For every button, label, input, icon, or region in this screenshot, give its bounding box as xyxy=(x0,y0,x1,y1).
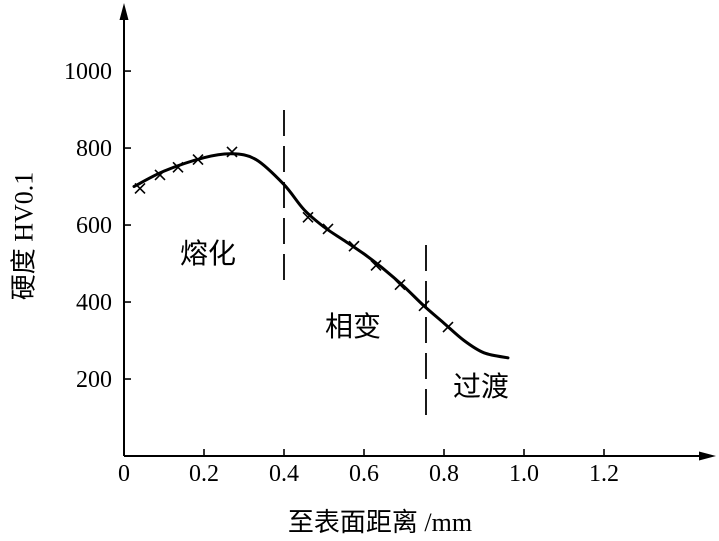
markers xyxy=(134,146,454,333)
y-axis-arrow xyxy=(119,3,129,20)
data-marker xyxy=(322,223,334,235)
y-axis-label: 硬度 HV0.1 xyxy=(10,172,39,301)
x-tick-label: 0.4 xyxy=(269,461,299,487)
x-tick-label: 0.6 xyxy=(349,461,379,487)
boundaries xyxy=(283,110,427,425)
region-label-transition: 过渡 xyxy=(453,371,509,403)
data-marker xyxy=(192,154,204,166)
x-axis-label: 至表面距离 /mm xyxy=(288,508,472,537)
y-tick-label: 600 xyxy=(76,213,112,239)
x-ticks: 0 0.2 0.4 0.6 0.8 1.0 1.2 xyxy=(118,449,619,487)
y-tick-label: 200 xyxy=(76,367,112,393)
x-tick-label: 0.8 xyxy=(429,461,459,487)
data-marker xyxy=(302,211,314,223)
data-marker xyxy=(348,240,360,252)
x-tick-label: 0.2 xyxy=(189,461,219,487)
data-marker xyxy=(442,321,454,333)
data-marker xyxy=(226,146,238,158)
axes xyxy=(119,3,716,461)
region-label-phase-change: 相变 xyxy=(325,311,381,343)
data-marker xyxy=(134,182,146,195)
data-marker xyxy=(172,161,184,173)
data-marker xyxy=(370,259,382,272)
data-marker xyxy=(394,279,406,291)
x-tick-label: 1.2 xyxy=(589,461,619,487)
x-tick-label: 1.0 xyxy=(509,461,539,487)
y-tick-label: 800 xyxy=(76,136,112,162)
region-label-melting: 熔化 xyxy=(180,238,236,270)
x-tick-label: 0 xyxy=(118,461,130,487)
x-axis-arrow xyxy=(699,451,716,461)
y-tick-label: 1000 xyxy=(64,59,112,85)
data-marker xyxy=(418,300,430,312)
y-tick-label: 400 xyxy=(76,290,112,316)
data-marker xyxy=(154,169,166,181)
y-ticks: 200 400 600 800 1000 xyxy=(64,59,131,393)
